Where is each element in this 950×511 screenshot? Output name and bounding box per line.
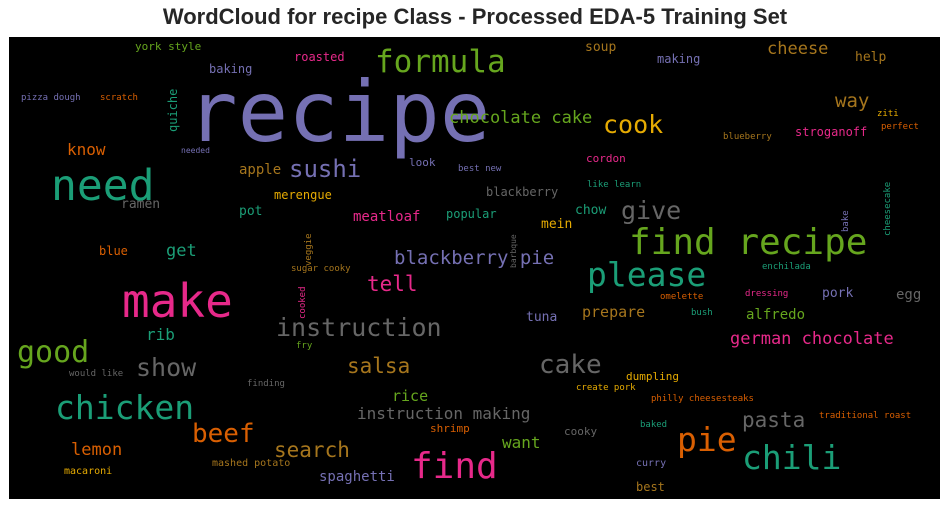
- word-stroganoff: stroganoff: [795, 125, 868, 139]
- word-pork: pork: [822, 286, 854, 301]
- word-perfect: perfect: [881, 122, 919, 132]
- word-formula: formula: [375, 44, 506, 80]
- word-tuna: tuna: [526, 310, 558, 325]
- word-chow: chow: [575, 203, 607, 218]
- word-would-like: would like: [69, 369, 124, 379]
- word-baked: baked: [640, 420, 668, 430]
- word-way: way: [835, 90, 870, 112]
- word-cheesecake: cheesecake: [883, 181, 893, 236]
- word-enchilada: enchilada: [762, 262, 811, 272]
- word-blackberry: blackberry: [486, 185, 559, 199]
- word-shrimp: shrimp: [430, 422, 470, 435]
- word-help: help: [855, 50, 887, 65]
- word-cooked: cooked: [298, 286, 308, 320]
- word-meatloaf: meatloaf: [353, 209, 421, 225]
- word-roasted: roasted: [294, 50, 345, 64]
- chart-title: WordCloud for recipe Class - Processed E…: [162, 4, 788, 29]
- word-chicken: chicken: [55, 388, 195, 427]
- word-traditional-roast: traditional roast: [819, 411, 912, 421]
- word-get: get: [166, 241, 197, 261]
- word-merengue: merengue: [274, 188, 332, 202]
- word-pot: pot: [239, 204, 263, 219]
- word-sushi: sushi: [289, 155, 362, 183]
- word-apple: apple: [239, 162, 282, 178]
- word-beef: beef: [192, 419, 255, 449]
- word-show: show: [136, 353, 197, 382]
- word-make: make: [122, 274, 233, 328]
- word-needed: needed: [181, 146, 210, 155]
- word-dressing: dressing: [745, 289, 789, 299]
- word-curry: curry: [636, 458, 667, 469]
- word-cloud: recipe make need find recipe find chicken plea…: [9, 37, 940, 499]
- word-want: want: [502, 433, 541, 452]
- word-please: please: [587, 255, 707, 294]
- word-know: know: [67, 140, 106, 159]
- word-fry: fry: [296, 341, 313, 351]
- word-cheese: cheese: [767, 39, 829, 59]
- word-look: look: [409, 156, 436, 169]
- word-york-style: york style: [135, 40, 202, 53]
- word-cook: cook: [603, 110, 664, 139]
- word-cordon: cordon: [586, 152, 626, 165]
- word-quiche: quiche: [166, 88, 180, 133]
- word-dumpling: dumpling: [626, 370, 679, 383]
- word-give: give: [621, 196, 682, 225]
- word-recipe: recipe: [187, 63, 491, 161]
- word-find-recipe: find recipe: [629, 222, 868, 263]
- word-create-pork: create pork: [576, 383, 636, 393]
- word-blueberry: blueberry: [723, 132, 772, 142]
- word-blackberry-pie: blackberry pie: [394, 247, 555, 269]
- word-philly-cheesesteaks: philly cheesesteaks: [651, 394, 754, 404]
- word-scratch: scratch: [100, 93, 138, 103]
- word-best: best: [636, 480, 665, 494]
- word-prepare: prepare: [582, 303, 646, 321]
- word-find: find: [411, 446, 498, 487]
- word-alfredo: alfredo: [746, 307, 806, 323]
- word-cake: cake: [539, 350, 602, 380]
- word-baking: baking: [209, 62, 253, 76]
- word-pie: pie: [677, 420, 737, 459]
- word-omelette: omelette: [660, 292, 704, 302]
- word-spaghetti: spaghetti: [319, 469, 395, 485]
- word-blue: blue: [99, 244, 128, 258]
- word-pizza-dough: pizza dough: [21, 93, 81, 103]
- word-lemon: lemon: [71, 440, 123, 460]
- word-cooky: cooky: [564, 425, 598, 438]
- word-veggie: veggie: [304, 233, 314, 267]
- word-bake: bake: [841, 209, 851, 232]
- word-mashed-potato: mashed potato: [212, 458, 291, 469]
- word-instruction: instruction: [276, 313, 442, 342]
- word-popular: popular: [446, 207, 497, 221]
- word-macaroni: macaroni: [64, 466, 113, 477]
- word-need: need: [51, 161, 155, 211]
- word-finding: finding: [247, 379, 285, 389]
- word-making: making: [657, 52, 701, 66]
- word-pasta: pasta: [742, 408, 806, 432]
- word-egg: egg: [896, 287, 922, 303]
- word-best-new: best new: [458, 164, 502, 174]
- word-mein: mein: [541, 217, 573, 232]
- word-search: search: [274, 438, 350, 462]
- word-chocolate-cake: chocolate cake: [449, 108, 593, 128]
- word-salsa: salsa: [347, 354, 411, 378]
- word-ziti: ziti: [877, 109, 899, 119]
- word-like-learn: like learn: [587, 180, 642, 190]
- word-bush: bush: [691, 308, 713, 318]
- word-sugar-cooky: sugar cooky: [291, 264, 351, 274]
- word-german-chocolate: german chocolate: [730, 329, 894, 349]
- word-rib: rib: [146, 325, 175, 344]
- word-good: good: [17, 335, 90, 370]
- word-ramen: ramen: [121, 197, 161, 212]
- word-barbque: barbque: [509, 233, 518, 268]
- word-instruction-making: instruction making: [357, 404, 531, 423]
- word-chili: chili: [742, 438, 842, 477]
- word-soup: soup: [585, 40, 617, 55]
- word-rice: rice: [392, 387, 429, 405]
- word-tell: tell: [367, 272, 418, 296]
